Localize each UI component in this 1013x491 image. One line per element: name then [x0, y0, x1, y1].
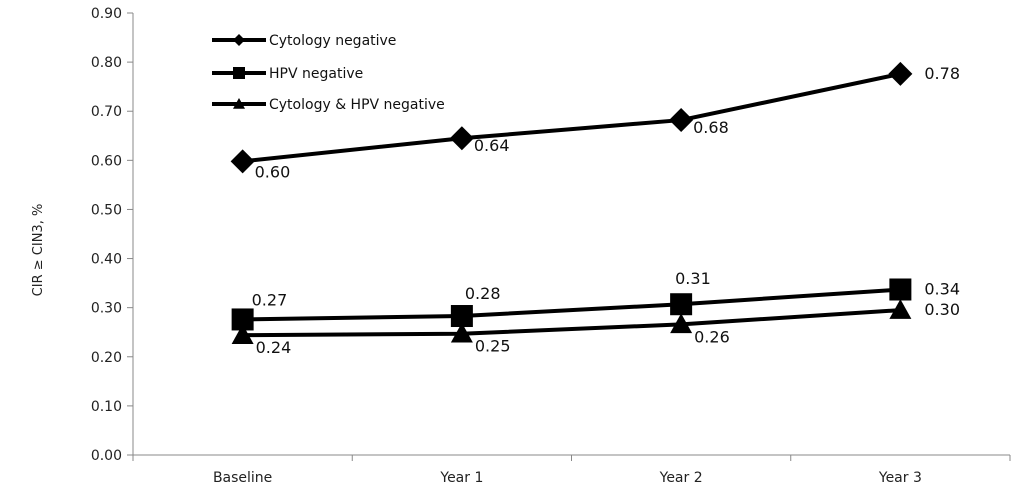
y-tick-label: 0.10	[91, 399, 122, 415]
series-line	[242, 308, 901, 338]
series-line	[242, 287, 901, 322]
legend-item: Cytology negative	[212, 33, 396, 49]
y-tick-label: 0.00	[91, 448, 122, 464]
data-label: 0.24	[256, 338, 292, 357]
axes: 0.00 0.10 0.20 0.30 0.40 0.50 0.60 0.70 0.80 0.90…	[91, 6, 1011, 486]
x-tick-label: Year 1	[439, 470, 483, 486]
legend-label: Cytology & HPV negative	[269, 97, 445, 113]
data-label: 0.60	[255, 162, 291, 181]
triangle-marker	[450, 322, 473, 343]
y-tick-label: 0.20	[91, 350, 122, 366]
square-marker	[889, 278, 912, 301]
data-label: 0.78	[924, 64, 960, 83]
x-tick-label: Baseline	[213, 470, 272, 486]
data-label: 0.30	[924, 300, 960, 319]
data-label: 0.25	[475, 337, 511, 356]
y-tick-label: 0.60	[91, 153, 122, 169]
legend-label: HPV negative	[269, 66, 363, 82]
square-marker	[231, 308, 254, 331]
legend-diamond-marker	[233, 34, 245, 46]
series-layer	[230, 61, 913, 344]
y-tick-label: 0.70	[91, 104, 122, 120]
data-label: 0.26	[694, 327, 730, 346]
x-tick-label: Year 2	[659, 470, 703, 486]
diamond-marker	[669, 108, 694, 133]
diamond-marker	[888, 61, 913, 86]
y-tick-label: 0.50	[91, 202, 122, 218]
data-label: 0.34	[924, 279, 960, 298]
y-tick-label: 0.40	[91, 252, 122, 268]
legend-label: Cytology negative	[269, 33, 396, 49]
diamond-marker	[230, 149, 255, 174]
data-label: 0.64	[474, 136, 510, 155]
legend: Cytology negative HPV negative Cytology & …	[212, 33, 445, 113]
data-label: 0.28	[465, 284, 501, 303]
y-axis-label: CIR ≥ CIN3, %	[31, 204, 46, 297]
diamond-marker	[449, 126, 474, 151]
series-cytology-hpv-negative	[231, 299, 912, 344]
data-label: 0.27	[252, 290, 288, 309]
y-tick-label: 0.30	[91, 301, 122, 317]
x-tick-label: Year 3	[878, 470, 922, 486]
data-label: 0.68	[693, 118, 729, 137]
triangle-marker	[670, 313, 693, 334]
legend-square-marker	[233, 67, 245, 79]
legend-item: HPV negative	[212, 66, 363, 82]
series-cytology-negative	[230, 61, 913, 174]
series-line	[242, 71, 901, 164]
y-tick-label: 0.80	[91, 55, 122, 71]
triangle-marker	[231, 324, 254, 344]
y-tick-label: 0.90	[91, 6, 122, 22]
square-marker	[670, 293, 693, 316]
square-marker	[450, 305, 473, 328]
triangle-marker	[889, 299, 912, 319]
data-labels: 0.60 0.64 0.68 0.78 0.27 0.28 0.31 0.34 0.24 0.25…	[252, 64, 960, 357]
series-hpv-negative	[231, 278, 912, 331]
data-label: 0.31	[675, 269, 711, 288]
legend-item: Cytology & HPV negative	[212, 97, 445, 113]
legend-triangle-marker	[233, 98, 245, 109]
